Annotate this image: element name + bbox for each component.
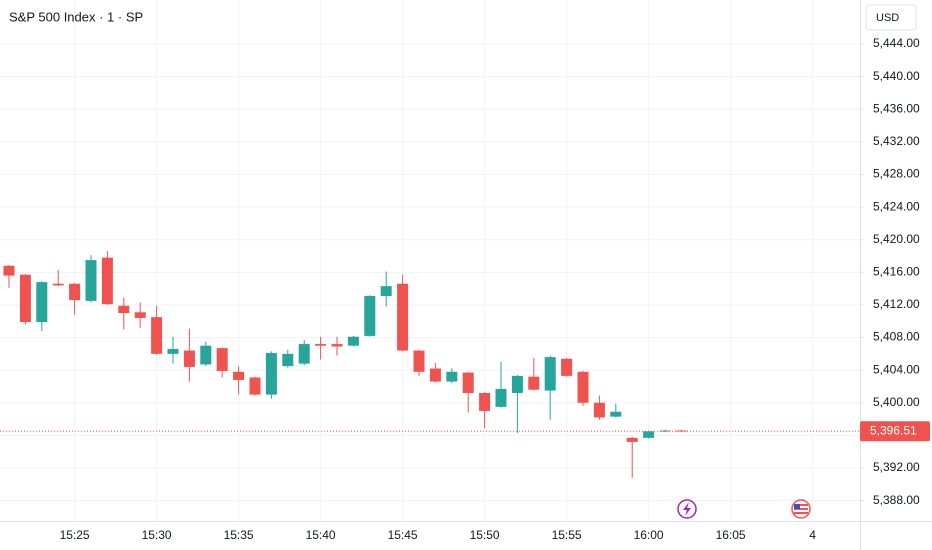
y-tick-label: 5,424.00 bbox=[873, 199, 920, 213]
x-tick-label: 15:40 bbox=[306, 528, 336, 542]
us-flag-icon[interactable] bbox=[791, 499, 811, 519]
candle-body bbox=[265, 353, 277, 395]
candle-body bbox=[610, 411, 622, 417]
lightning-icon[interactable] bbox=[677, 499, 697, 519]
candle-body bbox=[511, 375, 523, 393]
grid bbox=[0, 0, 860, 521]
candle-body bbox=[364, 295, 376, 336]
candle-body bbox=[626, 437, 638, 442]
y-tick-label: 5,440.00 bbox=[873, 69, 920, 83]
candle-body bbox=[3, 265, 15, 276]
y-tick-label: 5,404.00 bbox=[873, 362, 920, 376]
candle-body bbox=[429, 368, 441, 382]
y-tick-label: 5,412.00 bbox=[873, 297, 920, 311]
chart-title: S&P 500 Index · 1 · SP bbox=[9, 9, 143, 24]
candle-body bbox=[69, 283, 81, 301]
candle-body bbox=[331, 344, 343, 347]
candle-body bbox=[52, 283, 64, 286]
last-price-label: 5,396.51 bbox=[870, 423, 917, 437]
x-tick-label: 16:00 bbox=[634, 528, 664, 542]
y-tick-label: 5,392.00 bbox=[873, 460, 920, 474]
candle-body bbox=[347, 336, 359, 346]
x-tick-label: 4 bbox=[809, 528, 816, 542]
x-tick-label: 15:50 bbox=[470, 528, 500, 542]
candle-body bbox=[167, 348, 179, 354]
currency-label[interactable]: USD bbox=[876, 12, 899, 24]
x-tick-label: 15:55 bbox=[552, 528, 582, 542]
candle-body bbox=[315, 344, 327, 346]
candle-body bbox=[643, 431, 655, 438]
x-tick-label: 15:35 bbox=[224, 528, 254, 542]
y-tick-label: 5,428.00 bbox=[873, 167, 920, 181]
candle-body bbox=[528, 376, 540, 390]
candle-body bbox=[413, 350, 425, 372]
candle-body bbox=[183, 350, 195, 367]
candle-body bbox=[36, 282, 48, 323]
y-tick-label: 5,388.00 bbox=[873, 493, 920, 507]
y-tick-label: 5,400.00 bbox=[873, 395, 920, 409]
x-tick-label: 15:25 bbox=[60, 528, 90, 542]
x-tick-label: 15:30 bbox=[142, 528, 172, 542]
candle-body bbox=[216, 348, 228, 371]
candle-body bbox=[380, 286, 392, 296]
candle-body bbox=[561, 358, 573, 376]
candle-body bbox=[593, 402, 605, 418]
candle-body bbox=[101, 257, 113, 305]
y-tick-label: 5,436.00 bbox=[873, 101, 920, 115]
last-price-badge bbox=[860, 421, 930, 442]
candle-body bbox=[495, 388, 507, 407]
candle-body bbox=[249, 377, 261, 395]
y-tick-label: 5,444.00 bbox=[873, 36, 920, 50]
y-tick-label: 5,432.00 bbox=[873, 134, 920, 148]
candle-body bbox=[298, 344, 310, 364]
candle-body bbox=[446, 371, 458, 382]
y-tick-label: 5,420.00 bbox=[873, 232, 920, 246]
y-tick-label: 5,416.00 bbox=[873, 264, 920, 278]
currency-button[interactable] bbox=[865, 4, 917, 31]
candles bbox=[3, 251, 687, 478]
candle-body bbox=[200, 345, 212, 365]
candle-body bbox=[85, 260, 97, 301]
candle-body bbox=[544, 357, 556, 391]
candle-body bbox=[19, 274, 31, 323]
candle-body bbox=[151, 317, 163, 354]
y-tick-label: 5,408.00 bbox=[873, 330, 920, 344]
candle-body bbox=[282, 353, 294, 367]
candle-body bbox=[659, 430, 671, 432]
candle-body bbox=[233, 371, 245, 380]
x-tick-label: 15:45 bbox=[388, 528, 418, 542]
candle-body bbox=[397, 283, 409, 351]
x-tick-label: 16:05 bbox=[716, 528, 746, 542]
candle-body bbox=[577, 371, 589, 403]
candle-body bbox=[118, 305, 130, 314]
candle-body bbox=[479, 392, 491, 411]
candle-body bbox=[462, 372, 474, 393]
candle-body bbox=[134, 312, 146, 318]
